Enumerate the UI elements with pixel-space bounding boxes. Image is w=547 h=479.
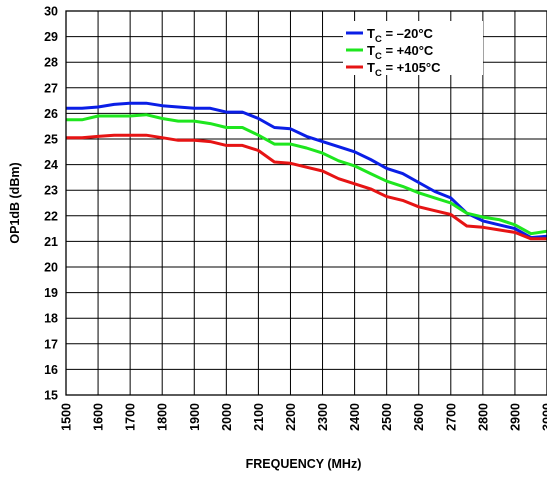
x-tick-label: 2400 — [348, 403, 362, 431]
y-tick-label: 30 — [44, 5, 58, 19]
x-tick-label: 2900 — [508, 403, 522, 431]
x-tick-label: 1500 — [60, 403, 74, 431]
y-tick-label: 22 — [44, 209, 58, 223]
data-series — [66, 101, 547, 241]
x-tick-label: 1700 — [124, 403, 138, 431]
series-line-3 — [66, 133, 547, 241]
x-tick-label: 2000 — [220, 403, 234, 431]
y-tick-label: 19 — [44, 286, 58, 300]
x-tick-label: 2700 — [444, 403, 458, 431]
y-tick-label: 25 — [44, 133, 58, 147]
y-tick-label: 27 — [44, 81, 58, 95]
x-tick-labels: 1500 1600 1700 1800 1900 2000 2100 2200 2300 2400… — [60, 403, 547, 431]
x-tick-label: 3000 — [541, 403, 547, 431]
y-tick-label: 17 — [44, 337, 58, 351]
y-tick-label: 15 — [44, 389, 58, 403]
x-tick-label: 2100 — [252, 403, 266, 431]
y-tick-label: 26 — [44, 107, 58, 121]
legend-label: TC = –20°C — [367, 26, 434, 45]
y-tick-label: 29 — [44, 30, 58, 44]
y-tick-label: 24 — [44, 158, 58, 172]
series-line-2 — [66, 113, 547, 236]
legend-label: TC = +105°C — [367, 60, 441, 79]
y-tick-labels: 15 16 17 18 19 20 21 22 23 24 25 26 27 28 29 30 — [44, 5, 58, 403]
x-tick-label: 1800 — [156, 403, 170, 431]
x-axis-label: FREQUENCY (MHz) — [246, 457, 362, 471]
gridlines — [65, 10, 547, 396]
x-tick-label: 2500 — [380, 403, 394, 431]
x-tick-label: 2200 — [284, 403, 298, 431]
y-tick-label: 16 — [44, 363, 58, 377]
y-tick-label: 28 — [44, 56, 58, 70]
x-tick-label: 1900 — [188, 403, 202, 431]
y-tick-label: 20 — [44, 261, 58, 275]
plot-frame — [65, 10, 547, 396]
legend-label: TC = +40°C — [367, 43, 434, 62]
x-tick-label: 2800 — [476, 403, 490, 431]
x-tick-label: 2600 — [412, 403, 426, 431]
x-tick-label: 2300 — [316, 403, 330, 431]
y-axis-label: OP1dB (dBm) — [8, 162, 22, 243]
y-tick-label: 18 — [44, 312, 58, 326]
legend: TC = –20°CTC = +40°CTC = +105°C — [343, 21, 483, 79]
y-tick-label: 23 — [44, 184, 58, 198]
y-tick-label: 21 — [44, 235, 58, 249]
legend-box — [343, 21, 483, 75]
x-tick-label: 1600 — [92, 403, 106, 431]
